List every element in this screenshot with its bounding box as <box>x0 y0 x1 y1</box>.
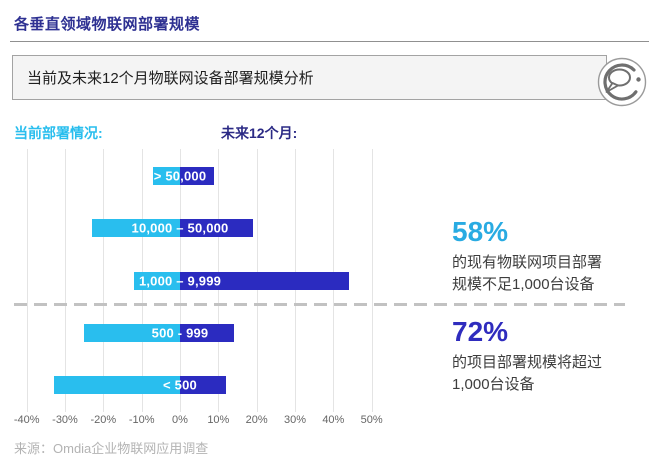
bar-future-segment <box>180 219 253 238</box>
x-axis-tick-label: -20% <box>90 414 117 426</box>
bar-future-segment <box>180 376 226 394</box>
legend-current-label: 当前部署情况: <box>14 125 103 141</box>
bar-category-label: 10,000 – 50,000 <box>131 220 229 236</box>
x-axis-tick-label: 20% <box>245 414 268 426</box>
x-axis-tick-label: -40% <box>13 414 40 426</box>
grid-line <box>371 149 373 412</box>
dashed-separator <box>14 303 625 306</box>
grid-line <box>103 149 105 412</box>
x-axis-tick-label: -10% <box>128 414 155 426</box>
annotation-72-value: 72% <box>452 316 509 347</box>
annotation-58-value: 58% <box>452 216 509 247</box>
x-axis-tick-label: 40% <box>322 414 345 426</box>
bar-future-segment <box>180 167 215 185</box>
bar-current-segment <box>84 323 180 342</box>
x-axis-tick-label: 50% <box>360 414 383 426</box>
bar-category-label: 500 - 999 <box>151 325 209 341</box>
page-title: 各垂直领域物联网部署规模 <box>14 16 201 33</box>
bar-current-segment <box>134 271 180 290</box>
bar-category-label: < 500 <box>163 377 197 393</box>
annotation-72-line1: 的项目部署规模将超过 <box>452 354 603 371</box>
annotation-58-line2: 规模不足1,000台设备 <box>452 276 595 293</box>
bar-future-segment <box>180 271 349 290</box>
bar-current-segment <box>153 167 180 185</box>
bar-current-segment <box>53 376 180 394</box>
annotation-58-line1: 的现有物联网项目部署 <box>452 254 603 271</box>
bar-category-label: 1,000 – 9,999 <box>138 273 222 288</box>
x-axis-tick-label: 10% <box>207 414 230 426</box>
annotation-58: 58% 的现有物联网项目部署 规模不足1,000台设备 <box>452 216 642 296</box>
callout-text: 当前及未来12个月物联网设备部署规模分析 <box>27 70 314 87</box>
annotation-72-line2: 1,000台设备 <box>452 376 535 393</box>
grid-line <box>65 149 66 412</box>
bar-future-segment <box>180 323 234 342</box>
annotation-72: 72% 的项目部署规模将超过 1,000台设备 <box>452 316 642 396</box>
title-underline <box>10 41 649 42</box>
bar-current-segment <box>91 219 180 238</box>
speech-bubble-icon <box>597 57 647 107</box>
legend-future-label: 未来12个月: <box>221 125 298 141</box>
x-axis-tick-label: 0% <box>172 414 188 426</box>
callout-box: 当前及未来12个月物联网设备部署规模分析 <box>12 55 607 100</box>
x-axis-tick-label: 30% <box>283 414 306 426</box>
bar-category-label: > 50,000 <box>153 168 207 184</box>
x-axis-tick-label: -30% <box>52 414 78 426</box>
source-note: 来源：Omdia企业物联网应用调查 <box>14 441 209 456</box>
grid-line <box>26 149 28 412</box>
